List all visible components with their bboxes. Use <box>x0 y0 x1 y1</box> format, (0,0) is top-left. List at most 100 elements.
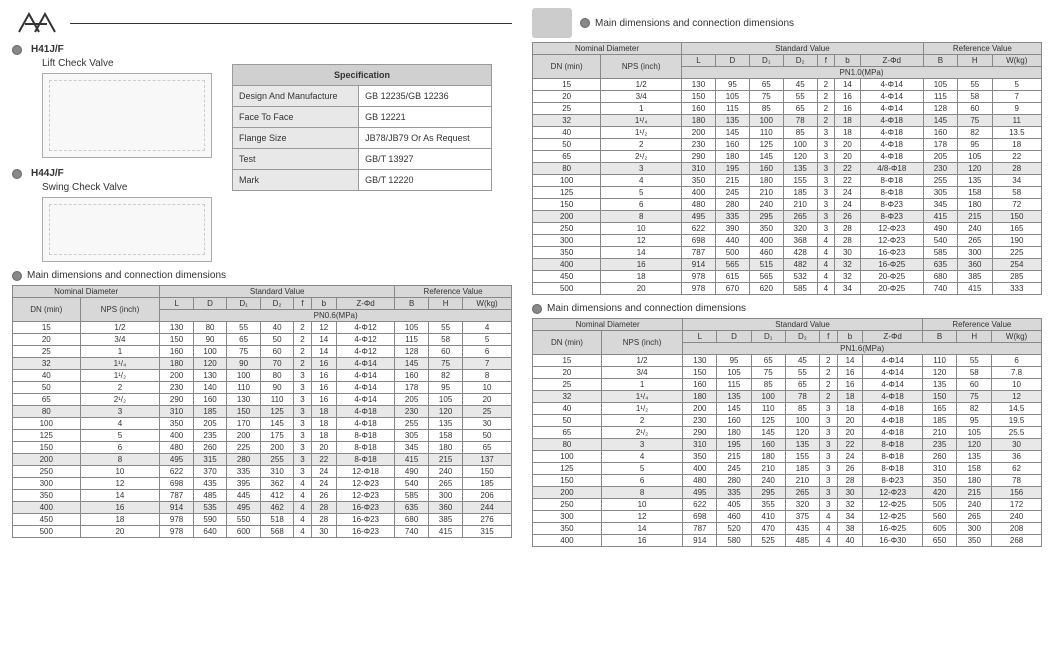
table-cell: 1/2 <box>601 79 682 91</box>
table-cell: 4-Φ18 <box>863 391 922 403</box>
table-cell: 640 <box>193 526 227 538</box>
table-cell: 32 <box>837 499 863 511</box>
table-cell: 16 <box>311 382 336 394</box>
table-cell: 55 <box>958 79 992 91</box>
table-cell: 100 <box>227 370 261 382</box>
table-cell: 100 <box>533 451 602 463</box>
table-cell: 16-Φ25 <box>860 259 923 271</box>
table-row: 10043502151801553228-Φ1825513534 <box>533 175 1042 187</box>
table-cell: 3 <box>601 163 682 175</box>
table-cell: 18 <box>311 406 336 418</box>
table-cell: 135 <box>922 379 957 391</box>
table-cell: 160 <box>395 370 429 382</box>
specification-table: Specification Design And ManufactureGB 1… <box>232 64 492 191</box>
table-cell: 80 <box>13 406 81 418</box>
table-cell: 310 <box>260 466 294 478</box>
table-cell: 125 <box>533 187 601 199</box>
table-cell: 20 <box>463 394 512 406</box>
table-cell: 680 <box>395 514 429 526</box>
table-row: 8033101851501253184-Φ1823012025 <box>13 406 512 418</box>
table-cell: 7 <box>992 91 1042 103</box>
table-row: 203/415010575552164-Φ14115587 <box>533 91 1042 103</box>
th-col: D <box>715 55 749 67</box>
table-cell: 62 <box>992 463 1042 475</box>
th-col: f <box>817 55 834 67</box>
table-cell: 520 <box>717 523 751 535</box>
table-cell: 3 <box>817 127 834 139</box>
table-cell: 215 <box>717 451 751 463</box>
table-cell: 10 <box>601 223 682 235</box>
table-cell: 65 <box>783 103 817 115</box>
table-cell: 172 <box>992 499 1042 511</box>
table-cell: 16-Φ30 <box>863 535 922 547</box>
table-cell: 137 <box>463 454 512 466</box>
table-cell: 385 <box>429 514 463 526</box>
table-cell: 440 <box>715 235 749 247</box>
table-cell: 210 <box>783 199 817 211</box>
table-cell: 16-Φ23 <box>336 526 394 538</box>
dimensions-table-2: Nominal DiameterStandard ValueReference … <box>532 318 1042 547</box>
table-cell: 200 <box>683 403 717 415</box>
table-cell: 120 <box>922 367 957 379</box>
table-cell: 460 <box>717 511 751 523</box>
table-cell: 740 <box>395 526 429 538</box>
table-cell: 20 <box>80 526 160 538</box>
table-cell: 6 <box>463 346 512 358</box>
table-row: 3501478748544541242612-Φ23585300206 <box>13 490 512 502</box>
table-cell: 400 <box>160 430 194 442</box>
table-cell: 1¹/₄ <box>80 358 160 370</box>
table-cell: 180 <box>958 199 992 211</box>
table-cell: 615 <box>715 271 749 283</box>
table-row: 321¹/₄180135100782184-Φ181507512 <box>533 391 1042 403</box>
table-cell: 145 <box>751 427 785 439</box>
table-cell: 20 <box>13 334 81 346</box>
table-cell: 180 <box>957 475 992 487</box>
th-col: Z-Φd <box>860 55 923 67</box>
table-cell: 36 <box>992 451 1042 463</box>
table-cell: 8-Φ23 <box>860 211 923 223</box>
table-cell: 230 <box>395 406 429 418</box>
table-cell: 10 <box>463 382 512 394</box>
table-cell: 585 <box>923 247 957 259</box>
logo-icon <box>12 8 62 38</box>
table-row: 652¹/₂2901801451203204-Φ1820510522 <box>533 151 1042 163</box>
table-cell: 45 <box>785 355 819 367</box>
table-cell: 75 <box>751 367 785 379</box>
table-cell: 350 <box>749 223 783 235</box>
pn-label: PN0.6(MPa) <box>160 310 512 322</box>
table-cell: 495 <box>160 454 194 466</box>
table-cell: 200 <box>533 211 601 223</box>
table-cell: 50 <box>463 430 512 442</box>
table-cell: 38 <box>837 523 863 535</box>
table-cell: 435 <box>193 478 227 490</box>
table-cell: 180 <box>715 151 749 163</box>
table-cell: 130 <box>227 394 261 406</box>
th-col: D <box>193 298 227 310</box>
table-cell: 95 <box>715 79 749 91</box>
spec-val: GB/T 13927 <box>359 149 492 170</box>
table-cell: 7 <box>463 358 512 370</box>
table-cell: 20 <box>533 91 601 103</box>
table-row: 12554002452101853268-Φ1831015862 <box>533 463 1042 475</box>
bullet-icon <box>12 271 22 281</box>
table-cell: 14 <box>837 355 863 367</box>
table-cell: 310 <box>922 463 957 475</box>
table-cell: 3 <box>601 439 682 451</box>
table-cell: 255 <box>395 418 429 430</box>
table-cell: 90 <box>227 358 261 370</box>
table-cell: 58 <box>958 91 992 103</box>
table-cell: 85 <box>783 127 817 139</box>
table-cell: 130 <box>193 370 227 382</box>
table-cell: 787 <box>683 523 717 535</box>
table-cell: 135 <box>785 439 819 451</box>
table-cell: 2 <box>819 391 837 403</box>
table-cell: 235 <box>922 439 957 451</box>
table-row: 2501062237033531032412-Φ18490240150 <box>13 466 512 478</box>
th-reference: Reference Value <box>923 43 1041 55</box>
table-cell: 268 <box>992 535 1042 547</box>
table-cell: 28 <box>992 163 1042 175</box>
table-cell: 20-Φ25 <box>860 283 923 295</box>
table-cell: 4-Φ14 <box>336 358 394 370</box>
table-cell: 4 <box>819 535 837 547</box>
table-cell: 390 <box>715 223 749 235</box>
